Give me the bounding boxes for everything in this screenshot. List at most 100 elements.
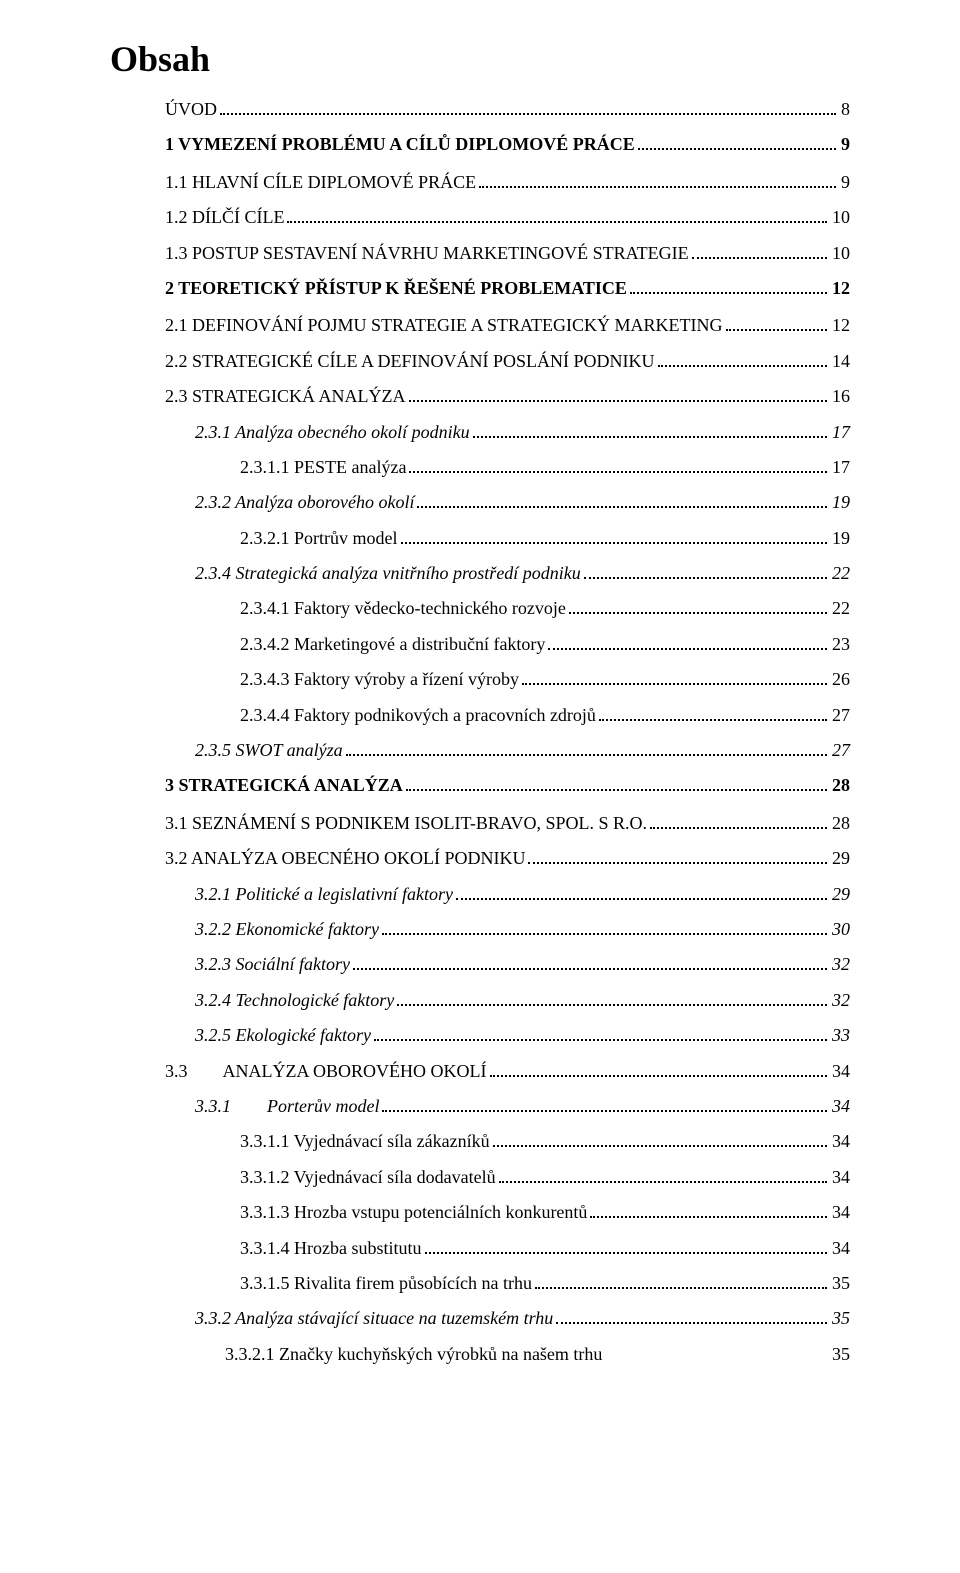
toc-label: 3.2.1 Politické a legislativní faktory	[195, 883, 453, 906]
toc-leader	[353, 967, 827, 970]
toc-leader	[726, 328, 827, 331]
toc-entry: 1.3 POSTUP SESTAVENÍ NÁVRHU MARKETINGOVÉ…	[110, 242, 850, 265]
toc-page-number: 22	[830, 562, 850, 585]
toc-entry: 3 STRATEGICKÁ ANALÝZA28	[110, 774, 850, 797]
toc-entry: 3.3.1 Porterův model 34	[110, 1095, 850, 1118]
toc-entry: 1 VYMEZENÍ PROBLÉMU A CÍLŮ DIPLOMOVÉ PRÁ…	[110, 133, 850, 156]
toc-leader	[401, 541, 828, 544]
toc-label: 2.2 STRATEGICKÉ CÍLE A DEFINOVÁNÍ POSLÁN…	[165, 350, 655, 373]
toc-page-number: 30	[830, 918, 850, 941]
toc-label: 1.1 HLAVNÍ CÍLE DIPLOMOVÉ PRÁCE	[165, 171, 476, 194]
toc-page-number: 34	[830, 1095, 850, 1118]
toc-label: ÚVOD	[165, 98, 217, 121]
toc-entry: 3.3.1.1 Vyjednávací síla zákazníků34	[110, 1130, 850, 1153]
toc-label: 3.3.2 Analýza stávající situace na tuzem…	[195, 1307, 553, 1330]
toc-page-number: 34	[830, 1166, 850, 1189]
toc-entry: 2 TEORETICKÝ PŘÍSTUP K ŘEŠENÉ PROBLEMATI…	[110, 277, 850, 300]
toc-entry: 3.1 SEZNÁMENÍ S PODNIKEM ISOLIT-BRAVO, S…	[110, 812, 850, 835]
toc-label: 2.3.4.4 Faktory podnikových a pracovních…	[240, 704, 596, 727]
toc-label: 3.3.1 Porterův model	[195, 1095, 379, 1118]
toc-page-number: 12	[830, 277, 850, 300]
toc-entry: 2.3.2 Analýza oborového okolí 19	[110, 491, 850, 514]
toc-leader	[522, 682, 827, 685]
toc-page-number: 35	[830, 1307, 850, 1330]
toc-leader	[346, 753, 827, 756]
toc-page-number: 10	[830, 206, 850, 229]
toc-label: 1.3 POSTUP SESTAVENÍ NÁVRHU MARKETINGOVÉ…	[165, 242, 689, 265]
toc-page-number: 34	[830, 1130, 850, 1153]
toc-entry: 3.3 ANALÝZA OBOROVÉHO OKOLÍ 34	[110, 1060, 850, 1083]
toc-entry: 2.3.5 SWOT analýza27	[110, 739, 850, 762]
toc-entry: 2.1 DEFINOVÁNÍ POJMU STRATEGIE A STRATEG…	[110, 314, 850, 337]
toc-page-number: 34	[830, 1237, 850, 1260]
toc: ÚVOD 8 1 VYMEZENÍ PROBLÉMU A CÍLŮ DIPLOMOV…	[110, 98, 850, 1366]
toc-entry: 2.3.4.1 Faktory vědecko-technického rozv…	[110, 597, 850, 620]
toc-label: 3.3.1.3 Hrozba vstupu potenciálních konk…	[240, 1201, 587, 1224]
toc-page-number: 16	[830, 385, 850, 408]
toc-entry: 2.3.4 Strategická analýza vnitřního pros…	[110, 562, 850, 585]
toc-page-number: 17	[830, 456, 850, 479]
toc-leader	[382, 932, 827, 935]
toc-leader	[692, 256, 827, 259]
toc-label: 2 TEORETICKÝ PŘÍSTUP K ŘEŠENÉ PROBLEMATI…	[165, 277, 627, 300]
toc-page-number: 28	[830, 812, 850, 835]
toc-page-number: 34	[830, 1201, 850, 1224]
toc-leader	[499, 1180, 827, 1183]
toc-label: 2.3.4.1 Faktory vědecko-technického rozv…	[240, 597, 566, 620]
toc-entry: 3.2 ANALÝZA OBECNÉHO OKOLÍ PODNIKU29	[110, 847, 850, 870]
toc-leader	[658, 364, 828, 367]
toc-entry: 3.2.2 Ekonomické faktory 30	[110, 918, 850, 941]
toc-leader	[569, 611, 827, 614]
toc-entry: 2.3.4.3 Faktory výroby a řízení výroby 26	[110, 668, 850, 691]
toc-entry: 2.3.1.1 PESTE analýza17	[110, 456, 850, 479]
toc-label: 2.3.5 SWOT analýza	[195, 739, 343, 762]
toc-page-number: 32	[830, 953, 850, 976]
toc-entry: 3.2.4 Technologické faktory 32	[110, 989, 850, 1012]
toc-page-number: 9	[839, 171, 850, 194]
toc-leader	[425, 1251, 828, 1254]
toc-leader	[630, 291, 827, 294]
toc-page-number: 32	[830, 989, 850, 1012]
toc-entry: 2.2 STRATEGICKÉ CÍLE A DEFINOVÁNÍ POSLÁN…	[110, 350, 850, 373]
toc-leader	[638, 147, 836, 150]
toc-leader	[556, 1321, 827, 1324]
toc-label: 3.3.1.5 Rivalita firem působících na trh…	[240, 1272, 532, 1295]
toc-leader	[473, 435, 827, 438]
toc-page-number: 34	[830, 1060, 850, 1083]
toc-leader	[599, 718, 827, 721]
toc-label: 3.2.3 Sociální faktory	[195, 953, 350, 976]
toc-leader	[409, 399, 828, 402]
toc-entry: 3.2.3 Sociální faktory 32	[110, 953, 850, 976]
toc-leader	[479, 185, 836, 188]
toc-label: 2.3.4 Strategická analýza vnitřního pros…	[195, 562, 581, 585]
toc-label: 3.3.1.2 Vyjednávací síla dodavatelů	[240, 1166, 496, 1189]
toc-label: 2.3.2.1 Portrův model	[240, 527, 398, 550]
toc-label: 2.3 STRATEGICKÁ ANALÝZA	[165, 385, 406, 408]
toc-page-number: 9	[839, 133, 850, 156]
toc-entry: 3.3.1.4 Hrozba substitutu34	[110, 1237, 850, 1260]
toc-label: 2.3.4.3 Faktory výroby a řízení výroby	[240, 668, 519, 691]
toc-page-number: 8	[839, 98, 850, 121]
toc-entry: 3.2.1 Politické a legislativní faktory29	[110, 883, 850, 906]
toc-leader	[490, 1074, 828, 1077]
toc-label: 3.3 ANALÝZA OBOROVÉHO OKOLÍ	[165, 1060, 487, 1083]
toc-entry: 3.3.1.5 Rivalita firem působících na trh…	[110, 1272, 850, 1295]
toc-label: 2.3.2 Analýza oborového okolí	[195, 491, 414, 514]
toc-label: 3.2.4 Technologické faktory	[195, 989, 394, 1012]
toc-page-number: 26	[830, 668, 850, 691]
toc-label: 3.2.5 Ekologické faktory	[195, 1024, 371, 1047]
toc-leader	[220, 112, 836, 115]
toc-leader	[535, 1286, 827, 1289]
toc-entry: 2.3.4.4 Faktory podnikových a pracovních…	[110, 704, 850, 727]
toc-page-number: 23	[830, 633, 850, 656]
toc-entry: 3.3.1.3 Hrozba vstupu potenciálních konk…	[110, 1201, 850, 1224]
toc-label: 3.3.2.1 Značky kuchyňských výrobků na na…	[225, 1343, 602, 1366]
toc-entry: 2.3.2.1 Portrův model19	[110, 527, 850, 550]
toc-page-number: 28	[830, 774, 850, 797]
toc-page-number: 14	[830, 350, 850, 373]
toc-entry: ÚVOD 8	[110, 98, 850, 121]
toc-label: 3.2.2 Ekonomické faktory	[195, 918, 379, 941]
toc-entry: 2.3 STRATEGICKÁ ANALÝZA 16	[110, 385, 850, 408]
toc-page-number: 22	[830, 597, 850, 620]
toc-page-number: 19	[830, 491, 850, 514]
